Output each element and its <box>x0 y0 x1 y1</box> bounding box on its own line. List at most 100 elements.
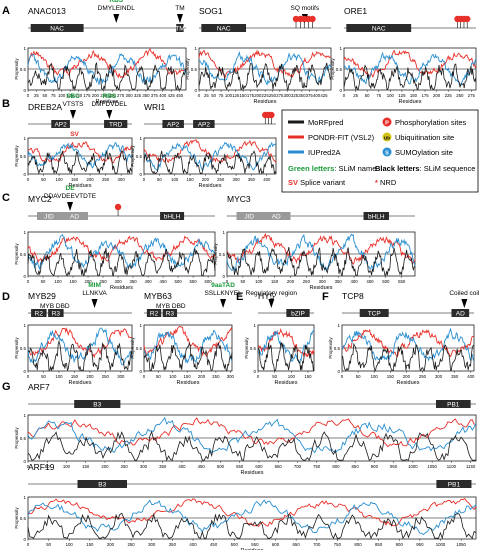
ore1-morf-line <box>343 63 477 91</box>
tcp8-xtick-0: 0 <box>341 374 344 379</box>
sog1-pondr-line <box>198 49 332 79</box>
tcp8-domain-1 <box>451 309 470 317</box>
myc3-domain-0 <box>236 212 262 220</box>
legend-phospho-letter: P <box>385 121 389 127</box>
tcp8-xtick-1: 50 <box>356 374 361 379</box>
anac013-xlabel: Residues <box>96 99 119 105</box>
hy5-xtick-3: 150 <box>304 374 312 379</box>
tcp8-morf-line <box>341 342 475 371</box>
tcp8-xlabel: Residues <box>397 380 420 386</box>
myb29-morf-line <box>27 339 133 372</box>
arf7-xtick-0: 0 <box>27 464 30 469</box>
ore1-xlabel: Residues <box>399 99 422 105</box>
arf7-ylabel: Propensity <box>14 427 19 449</box>
wri1-phospho-site-2 <box>268 111 275 119</box>
legend-sv-desc: Splice variant <box>298 178 346 187</box>
anac013-xtick-14: 350 <box>142 93 150 98</box>
anac013-ylabel: Propensity <box>14 58 19 80</box>
myc3-xtick-8: 400 <box>350 279 358 284</box>
myb29-xlabel: Residues <box>69 380 92 386</box>
arf7-domain-label-0: B3 <box>93 402 101 409</box>
sog1-xtick-16: 400 <box>313 93 321 98</box>
tcp8-xtick-8: 400 <box>467 374 475 379</box>
arf19-xtick-16: 800 <box>354 542 362 547</box>
arf19-morf-line <box>27 512 477 540</box>
panel-ore1: ORE1 NAC 0 0.5 1 Propensity 0 25 50 75 100 125 150 17… <box>330 6 477 105</box>
myc2-ytick-0: 0 <box>23 274 26 279</box>
tcp8-domain-label-1: AD <box>456 311 465 318</box>
arf7-xtick-22: 1100 <box>447 464 457 469</box>
myc3-xtick-9: 450 <box>366 279 374 284</box>
dreb2a-ytick-1: 0.5 <box>20 154 27 159</box>
myc2-xtick-0: 0 <box>27 279 30 284</box>
legend-ubiq-label: Ubiquitination site <box>395 133 454 142</box>
legend-slim-name-key: Green letters <box>288 164 334 173</box>
myb63-pondr-line <box>143 325 233 358</box>
arf19-ytick-0: 0 <box>23 537 26 542</box>
myc3-domain-label-1: AD <box>272 214 281 221</box>
sog1-xtick-4: 100 <box>225 93 233 98</box>
tcp8-xtick-7: 350 <box>451 374 459 379</box>
myc2-slim-seq-0: DDAVDEEVTDTE <box>44 193 97 200</box>
myc2-domain-label-1: AD <box>70 214 79 221</box>
myc2-xtick-4: 200 <box>84 279 92 284</box>
myb63-xlabel: Residues <box>177 380 200 386</box>
sog1-iupred-line <box>198 51 332 86</box>
dreb2a-domain-label-0: AP2 <box>54 122 67 129</box>
arf19-domain-0 <box>77 480 128 488</box>
dreb2a-slim-name-1: RBS <box>102 93 116 100</box>
panel-letter-a: A <box>2 5 10 17</box>
arf19-domain-label-0: B3 <box>98 482 106 489</box>
anac013-domain-1 <box>176 24 184 32</box>
anac013-xtick-6: 150 <box>75 93 83 98</box>
tcp8-xtick-2: 100 <box>371 374 379 379</box>
tcp8-ytick-0: 0 <box>337 369 340 374</box>
myb29-domain-0 <box>31 309 47 317</box>
myc2-domain-1 <box>61 212 89 220</box>
myc2-title: MYC2 <box>28 194 52 204</box>
legend-iupred-label: IUPred2A <box>308 148 341 157</box>
arf19-xlabel: Residues <box>241 548 264 550</box>
dreb2a-ytick-2: 1 <box>23 136 26 141</box>
arf7-xtick-8: 400 <box>178 464 186 469</box>
tcp8-slim-seq-0: Coiled coil <box>449 290 480 297</box>
dreb2a-title: DREB2A <box>28 102 62 112</box>
wri1-ytick-0: 0 <box>139 172 142 177</box>
sog1-xtick-5: 125 <box>232 93 240 98</box>
tcp8-xtick-4: 200 <box>403 374 411 379</box>
anac013-xtick-11: 275 <box>117 93 125 98</box>
myb63-subtitle: MYB DBD <box>156 303 186 310</box>
anac013-slim-marker-1 <box>176 14 183 23</box>
myc2-ylabel: Propensity <box>14 243 19 265</box>
arf7-xtick-19: 950 <box>390 464 398 469</box>
dreb2a-xtick-2: 100 <box>55 177 63 182</box>
myc3-domain-label-0: JID <box>244 214 254 221</box>
anac013-xtick-7: 175 <box>83 93 91 98</box>
arf19-xtick-17: 850 <box>375 542 383 547</box>
arf7-xtick-11: 550 <box>236 464 244 469</box>
ore1-xtick-3: 75 <box>376 93 381 98</box>
myc2-morf-line <box>27 247 216 277</box>
myc2-xtick-10: 500 <box>174 279 182 284</box>
myb63-ylabel: Propensity <box>130 337 135 359</box>
wri1-xtick-2: 100 <box>171 177 179 182</box>
myc3-ylabel: Propensity <box>213 243 218 265</box>
myb63-morf-line <box>143 341 233 371</box>
arf19-xtick-21: 1050 <box>456 542 466 547</box>
myb63-ytick-1: 0.5 <box>136 346 143 351</box>
anac013-iupred-line <box>27 53 187 85</box>
dreb2a-xtick-5: 250 <box>102 177 110 182</box>
anac013-domain-label-0: NAC <box>50 26 64 33</box>
sog1-ytick-1: 0.5 <box>191 67 198 72</box>
legend-sv-key: SV <box>288 178 298 187</box>
ore1-xtick-8: 200 <box>433 93 441 98</box>
arf7-xtick-18: 900 <box>371 464 379 469</box>
myc2-slim-marker-0 <box>67 202 74 211</box>
anac013-xtick-1: 25 <box>34 93 39 98</box>
sog1-xlabel: Residues <box>254 99 277 105</box>
panel-tcp8: TCP8 TCP AD Coiled coil 0 0.5 1 Propensity 0 50 10… <box>328 290 480 386</box>
arf19-xtick-19: 950 <box>416 542 424 547</box>
